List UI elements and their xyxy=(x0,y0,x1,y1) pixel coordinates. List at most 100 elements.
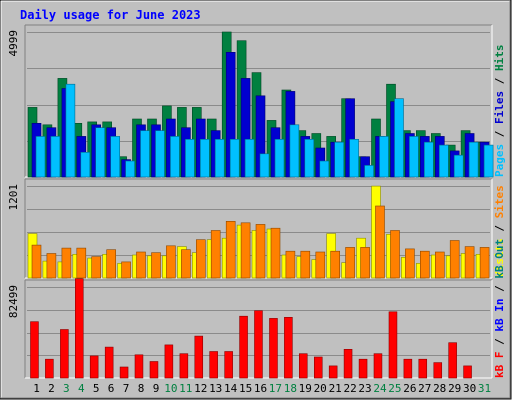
bar-kb-f-day-23 xyxy=(358,358,368,379)
legend-part-0: Pages xyxy=(493,144,506,177)
legend-part-2: kB In xyxy=(493,299,506,332)
legend-part-1: / xyxy=(493,124,506,144)
bar-sites-day-23 xyxy=(360,247,370,279)
bar-pages-day-1 xyxy=(35,136,46,178)
bar-sites-day-25 xyxy=(390,230,400,279)
bar-sites-day-19 xyxy=(300,250,311,279)
x-tick-label-day-1: 1 xyxy=(33,382,40,395)
legend-label-bottom: kB F / kB In / kB Out xyxy=(493,239,506,378)
bar-pages-day-9 xyxy=(155,130,165,178)
bar-sites-day-10 xyxy=(166,245,176,279)
bar-pages-day-7 xyxy=(125,160,135,178)
legend-part-0: kB F xyxy=(493,352,506,379)
legend-part-4: Hits xyxy=(493,45,506,72)
y-max-label-bottom: 82499 xyxy=(7,285,20,318)
legend-part-3: / xyxy=(493,279,506,299)
x-tick-label-day-29: 29 xyxy=(448,382,461,395)
bar-pages-day-14 xyxy=(229,139,240,178)
bar-pages-day-19 xyxy=(304,139,315,178)
x-tick-label-day-10: 10 xyxy=(164,382,177,395)
bar-sites-day-21 xyxy=(330,250,341,279)
bar-kb-f-day-11 xyxy=(179,353,189,379)
bar-pages-day-5 xyxy=(95,127,105,178)
bar-kb-f-day-12 xyxy=(194,335,204,379)
bar-pages-day-4 xyxy=(80,152,91,178)
legend-part-4: kB Out xyxy=(493,239,506,279)
bar-sites-day-9 xyxy=(151,252,161,279)
bar-sites-day-11 xyxy=(181,249,191,279)
panel-middle: 1201 Visits / Sites xyxy=(7,178,506,279)
bar-kb-f-day-3 xyxy=(60,329,69,379)
bar-pages-day-25 xyxy=(394,98,404,178)
bar-pages-day-11 xyxy=(185,139,195,178)
x-tick-label-day-28: 28 xyxy=(433,382,446,395)
bar-pages-day-26 xyxy=(409,136,419,178)
x-tick-label-day-8: 8 xyxy=(138,382,145,395)
bar-sites-day-16 xyxy=(255,224,266,279)
bar-pages-day-28 xyxy=(438,144,449,178)
chart-title: Daily usage for June 2023 xyxy=(20,8,201,22)
bar-kb-f-day-29 xyxy=(448,342,457,379)
legend-label-top: Pages / Files / Hits xyxy=(493,45,506,178)
bar-kb-f-day-8 xyxy=(134,354,144,379)
legend-part-2: Sites xyxy=(493,185,506,218)
bar-pages-day-16 xyxy=(259,153,270,178)
bar-pages-day-3 xyxy=(65,83,76,178)
bar-pages-day-24 xyxy=(379,136,389,178)
bar-sites-day-28 xyxy=(434,251,445,279)
bar-sites-day-31 xyxy=(479,247,490,279)
bar-sites-day-18 xyxy=(285,250,296,279)
y-max-label-middle: 1201 xyxy=(7,184,20,211)
bar-pages-day-17 xyxy=(274,139,285,178)
x-tick-label-day-30: 30 xyxy=(463,382,476,395)
bar-sites-day-12 xyxy=(196,239,206,279)
bar-kb-f-day-10 xyxy=(164,344,174,379)
bar-sites-day-5 xyxy=(91,256,101,279)
bar-sites-day-1 xyxy=(31,244,42,279)
bar-pages-day-20 xyxy=(319,160,330,178)
bar-kb-f-day-21 xyxy=(328,365,338,379)
bar-pages-day-21 xyxy=(334,141,345,178)
bar-kb-f-day-17 xyxy=(269,318,278,379)
bar-sites-day-29 xyxy=(449,240,460,279)
x-tick-label-day-6: 6 xyxy=(108,382,115,395)
bar-sites-day-3 xyxy=(61,247,72,279)
x-tick-label-day-7: 7 xyxy=(123,382,130,395)
bar-kb-f-day-22 xyxy=(343,348,353,379)
x-tick-label-day-17: 17 xyxy=(269,382,282,395)
bar-kb-f-day-26 xyxy=(403,358,413,379)
bar-pages-day-15 xyxy=(244,139,255,178)
bar-sites-day-14 xyxy=(225,221,236,279)
x-tick-label-day-3: 3 xyxy=(63,382,70,395)
bar-sites-day-22 xyxy=(345,247,355,279)
bar-sites-day-4 xyxy=(76,247,87,279)
bar-kb-f-day-7 xyxy=(119,366,129,379)
x-tick-label-day-4: 4 xyxy=(78,382,85,395)
bar-kb-f-day-13 xyxy=(209,351,218,379)
bar-kb-f-day-5 xyxy=(89,355,99,379)
bar-pages-day-31 xyxy=(483,144,494,178)
x-tick-label-day-12: 12 xyxy=(194,382,207,395)
bar-sites-day-15 xyxy=(240,222,251,279)
bar-sites-day-17 xyxy=(270,227,281,279)
x-tick-label-day-24: 24 xyxy=(373,382,387,395)
bar-sites-day-2 xyxy=(46,253,57,279)
bar-kb-f-day-28 xyxy=(433,362,443,379)
x-tick-label-day-13: 13 xyxy=(209,382,222,395)
bar-pages-day-13 xyxy=(214,139,225,178)
panel-top: 4999 Pages / Files / Hits xyxy=(7,24,506,178)
bar-kb-f-day-19 xyxy=(298,353,308,379)
bar-sites-day-8 xyxy=(136,251,146,279)
bar-pages-day-18 xyxy=(289,124,300,178)
legend-part-0: Visits xyxy=(493,238,506,278)
x-axis-day-labels: 1 2 3 4 5 6 7 8 9 10 11 12 13 14 15 16 17 18 19 20 21 22 23 24 2… xyxy=(33,382,491,395)
x-tick-label-day-20: 20 xyxy=(314,382,327,395)
bar-sites-day-30 xyxy=(464,246,475,279)
bar-pages-day-6 xyxy=(110,136,120,178)
x-tick-label-day-16: 16 xyxy=(254,382,267,395)
x-tick-label-day-9: 9 xyxy=(153,382,160,395)
bar-kb-f-day-14 xyxy=(224,351,233,379)
bar-pages-day-29 xyxy=(453,154,464,178)
